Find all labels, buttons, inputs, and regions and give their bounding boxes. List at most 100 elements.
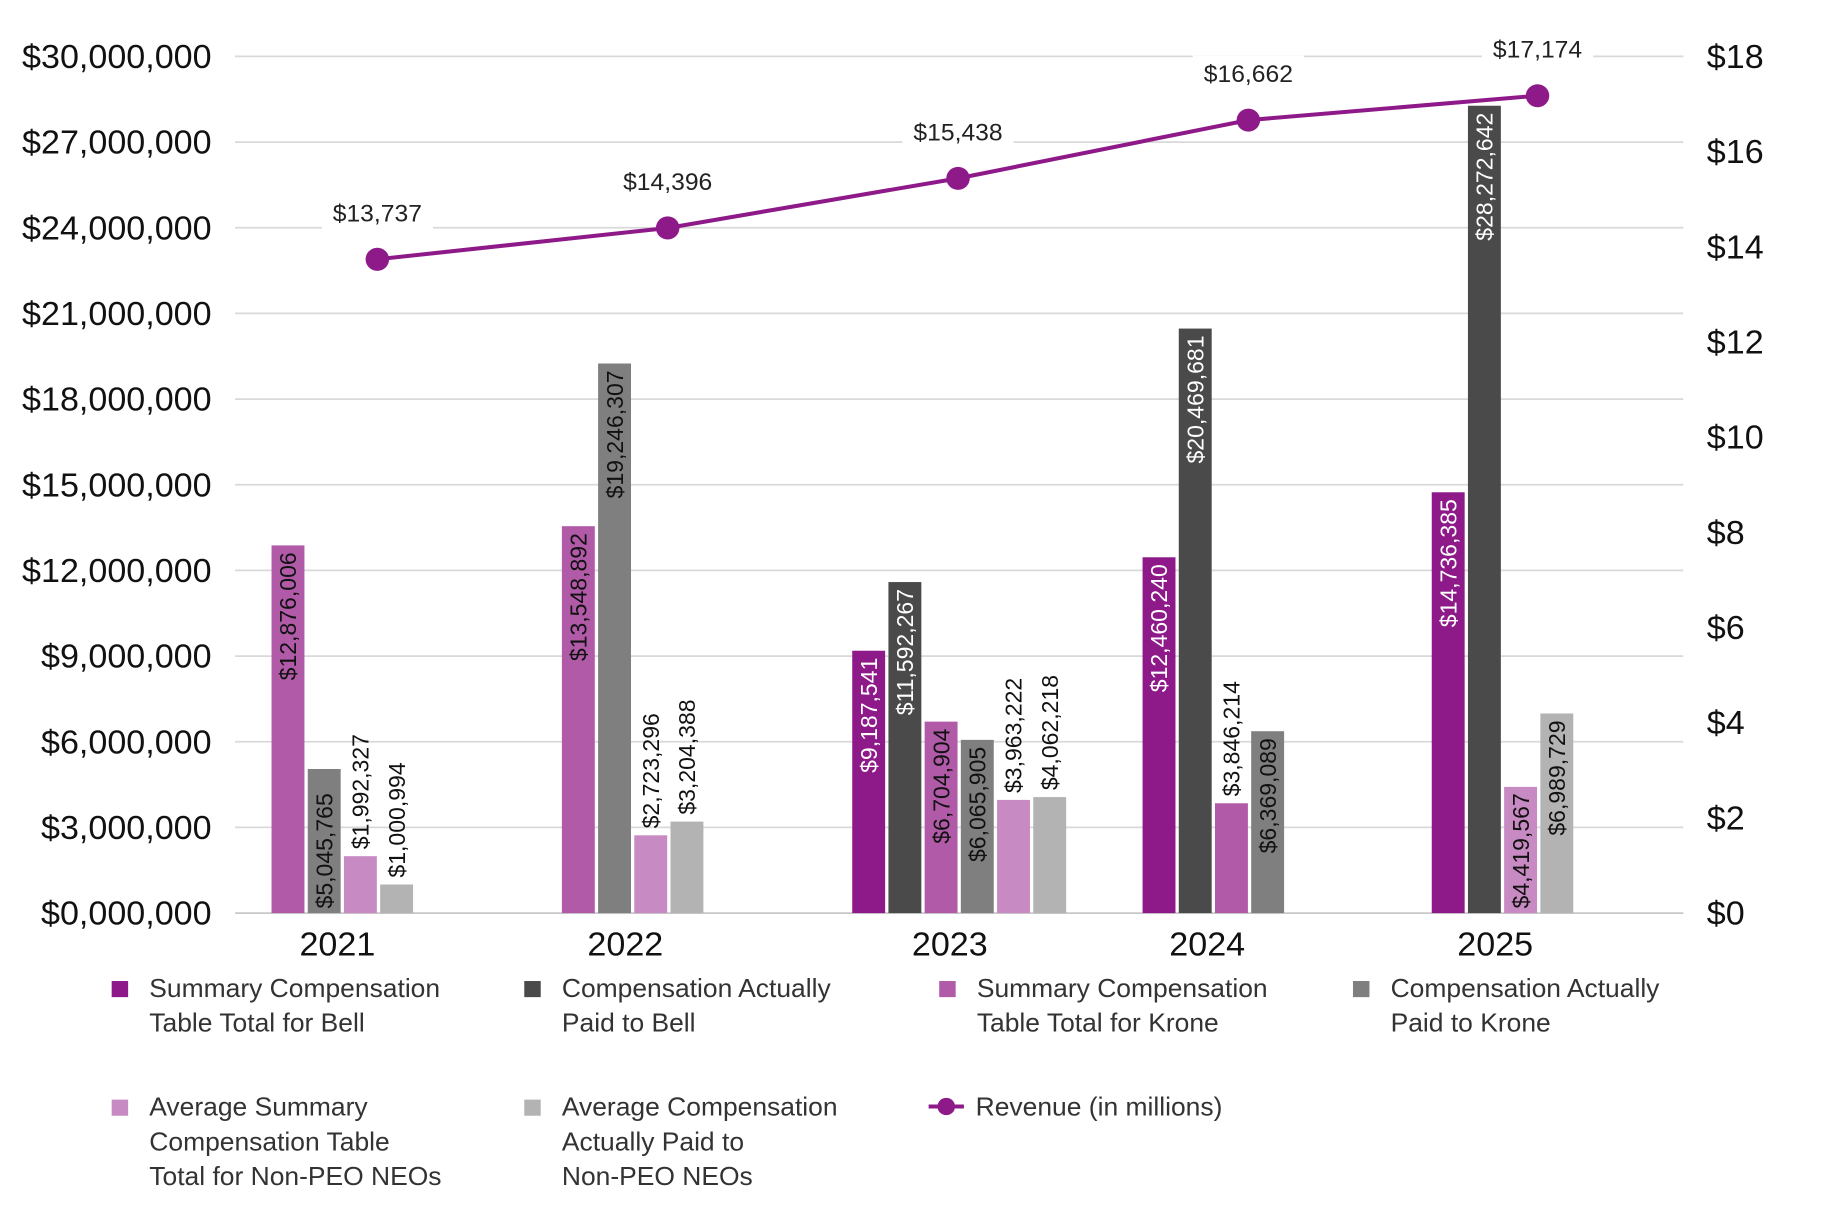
right-tick-label: $2	[1707, 800, 1745, 838]
bar-data-label: $5,045,765	[311, 793, 337, 908]
legend-swatch-icon	[111, 981, 129, 998]
right-tick-label: $12	[1707, 324, 1764, 362]
bar-data-label: $11,592,267	[892, 589, 918, 715]
legend-item: Summary Compensation Table Total for Kron…	[939, 973, 1268, 1038]
legend-label: Paid to Bell	[562, 1008, 696, 1038]
revenue-label-bg	[321, 194, 433, 230]
legend: Summary Compensation Table Total for Bell…	[111, 973, 1661, 1191]
x-tick-label: 2022	[587, 926, 663, 964]
revenue-data-label: $17,174	[1493, 37, 1582, 64]
bar-data-label: $20,469,681	[1182, 335, 1208, 463]
revenue-label-bg	[1481, 31, 1594, 66]
bar	[1251, 731, 1285, 914]
legend-label: Compensation Actually	[562, 973, 832, 1003]
bar-data-label: $6,065,905	[964, 747, 990, 862]
legend-label: Average Compensation	[562, 1092, 838, 1122]
legend-label: Summary Compensation	[977, 973, 1268, 1003]
legend-item: Average Summary Compensation Table Total f…	[111, 1092, 442, 1191]
bar-data-label: $1,992,327	[347, 734, 373, 849]
left-tick-label: $9,000,000	[41, 638, 212, 676]
bar	[960, 739, 994, 914]
revenue-point	[946, 166, 970, 190]
right-tick-label: $10	[1707, 419, 1764, 457]
bar	[1504, 786, 1538, 914]
bar-data-label: $14,736,385	[1435, 499, 1461, 627]
legend-label: Non-PEO NEOs	[562, 1161, 753, 1191]
legend-label: Table Total for Krone	[977, 1008, 1219, 1038]
gridlines	[235, 55, 1684, 914]
revenue-data-label: $14,396	[623, 169, 712, 196]
bar-data-label: $19,246,307	[602, 370, 628, 498]
bar	[380, 884, 414, 914]
bar-data-label: $6,989,729	[1544, 720, 1570, 835]
x-tick-label: 2021	[299, 926, 375, 964]
bar-data-label: $1,000,994	[384, 762, 410, 877]
bars: $12,876,006 $5,045,765 $1,992,327 $1,000,99…	[271, 105, 1574, 914]
bar	[1431, 492, 1465, 914]
bar-data-label: $4,062,218	[1037, 675, 1063, 790]
left-tick-label: $0,000,000	[41, 895, 212, 933]
legend-dot-icon	[937, 1097, 956, 1116]
left-tick-label: $6,000,000	[41, 724, 212, 762]
x-tick-label: 2025	[1457, 926, 1533, 964]
revenue-label-bg	[1192, 55, 1304, 91]
bar	[852, 650, 886, 914]
bar-data-label: $28,272,642	[1471, 113, 1497, 241]
bar-data-label: $3,963,222	[1001, 678, 1027, 793]
left-tick-label: $24,000,000	[22, 210, 212, 248]
legend-item: Compensation Actually Paid to Bell	[524, 973, 832, 1038]
legend-item: Revenue (in millions)	[928, 1092, 1223, 1122]
left-tick-label: $3,000,000	[41, 809, 212, 847]
legend-swatch-icon	[524, 1099, 541, 1116]
bar	[1467, 105, 1501, 914]
right-tick-label: $6	[1707, 609, 1745, 647]
bar-data-label: $3,204,388	[674, 699, 700, 814]
bar	[271, 545, 305, 914]
bar	[670, 821, 704, 914]
x-axis-labels: 2021 2022 2023 2024 2025	[299, 926, 1533, 964]
bar-data-label: $13,548,892	[565, 533, 591, 661]
right-tick-label: $18	[1707, 38, 1764, 76]
bar-data-label: $2,723,296	[638, 713, 664, 828]
legend-swatch-icon	[939, 981, 956, 998]
bar	[1142, 557, 1176, 914]
revenue-point	[1525, 84, 1550, 108]
bar	[888, 582, 922, 914]
legend-label: Paid to Krone	[1391, 1008, 1551, 1038]
legend-item: Summary Compensation Table Total for Bell	[111, 973, 440, 1038]
revenue-data-label: $15,438	[913, 120, 1002, 147]
revenue-data-label: $16,662	[1204, 61, 1293, 88]
bar-data-label: $3,846,214	[1218, 681, 1244, 796]
legend-label: Compensation Actually	[1391, 973, 1661, 1003]
bar	[1033, 797, 1067, 914]
bar	[634, 835, 668, 914]
legend-swatch-icon	[524, 981, 541, 998]
left-tick-label: $21,000,000	[22, 295, 212, 333]
bar	[1540, 713, 1574, 914]
legend-item: Average Compensation Actually Paid to Non-…	[524, 1092, 838, 1191]
revenue-data-label: $13,737	[333, 201, 422, 228]
left-axis-ticks: $0,000,000 $3,000,000 $6,000,000 $9,000,000…	[22, 38, 212, 932]
left-tick-label: $18,000,000	[22, 381, 212, 419]
bar-data-label: $9,187,541	[856, 658, 882, 773]
revenue-label-bg	[612, 163, 724, 199]
legend-label: Compensation Table	[149, 1127, 389, 1157]
right-tick-label: $16	[1707, 133, 1764, 171]
bar-data-label: $6,369,089	[1255, 738, 1281, 853]
legend-label: Summary Compensation	[149, 973, 440, 1003]
bar	[1178, 328, 1212, 914]
bar	[561, 526, 595, 914]
legend-swatch-icon	[111, 1099, 129, 1116]
bar-data-label: $12,876,006	[275, 552, 301, 680]
right-tick-label: $8	[1707, 514, 1745, 552]
bar	[307, 768, 341, 914]
left-tick-label: $15,000,000	[22, 467, 212, 505]
bar	[598, 363, 631, 914]
revenue-line: $13,737 $14,396 $15,438 $16,662 $17,174	[321, 31, 1594, 271]
revenue-label-bg	[902, 113, 1014, 149]
legend-label: Revenue (in millions)	[976, 1092, 1223, 1122]
left-tick-label: $27,000,000	[22, 124, 212, 162]
legend-swatch-icon	[1352, 981, 1370, 998]
legend-label: Actually Paid to	[562, 1127, 744, 1157]
